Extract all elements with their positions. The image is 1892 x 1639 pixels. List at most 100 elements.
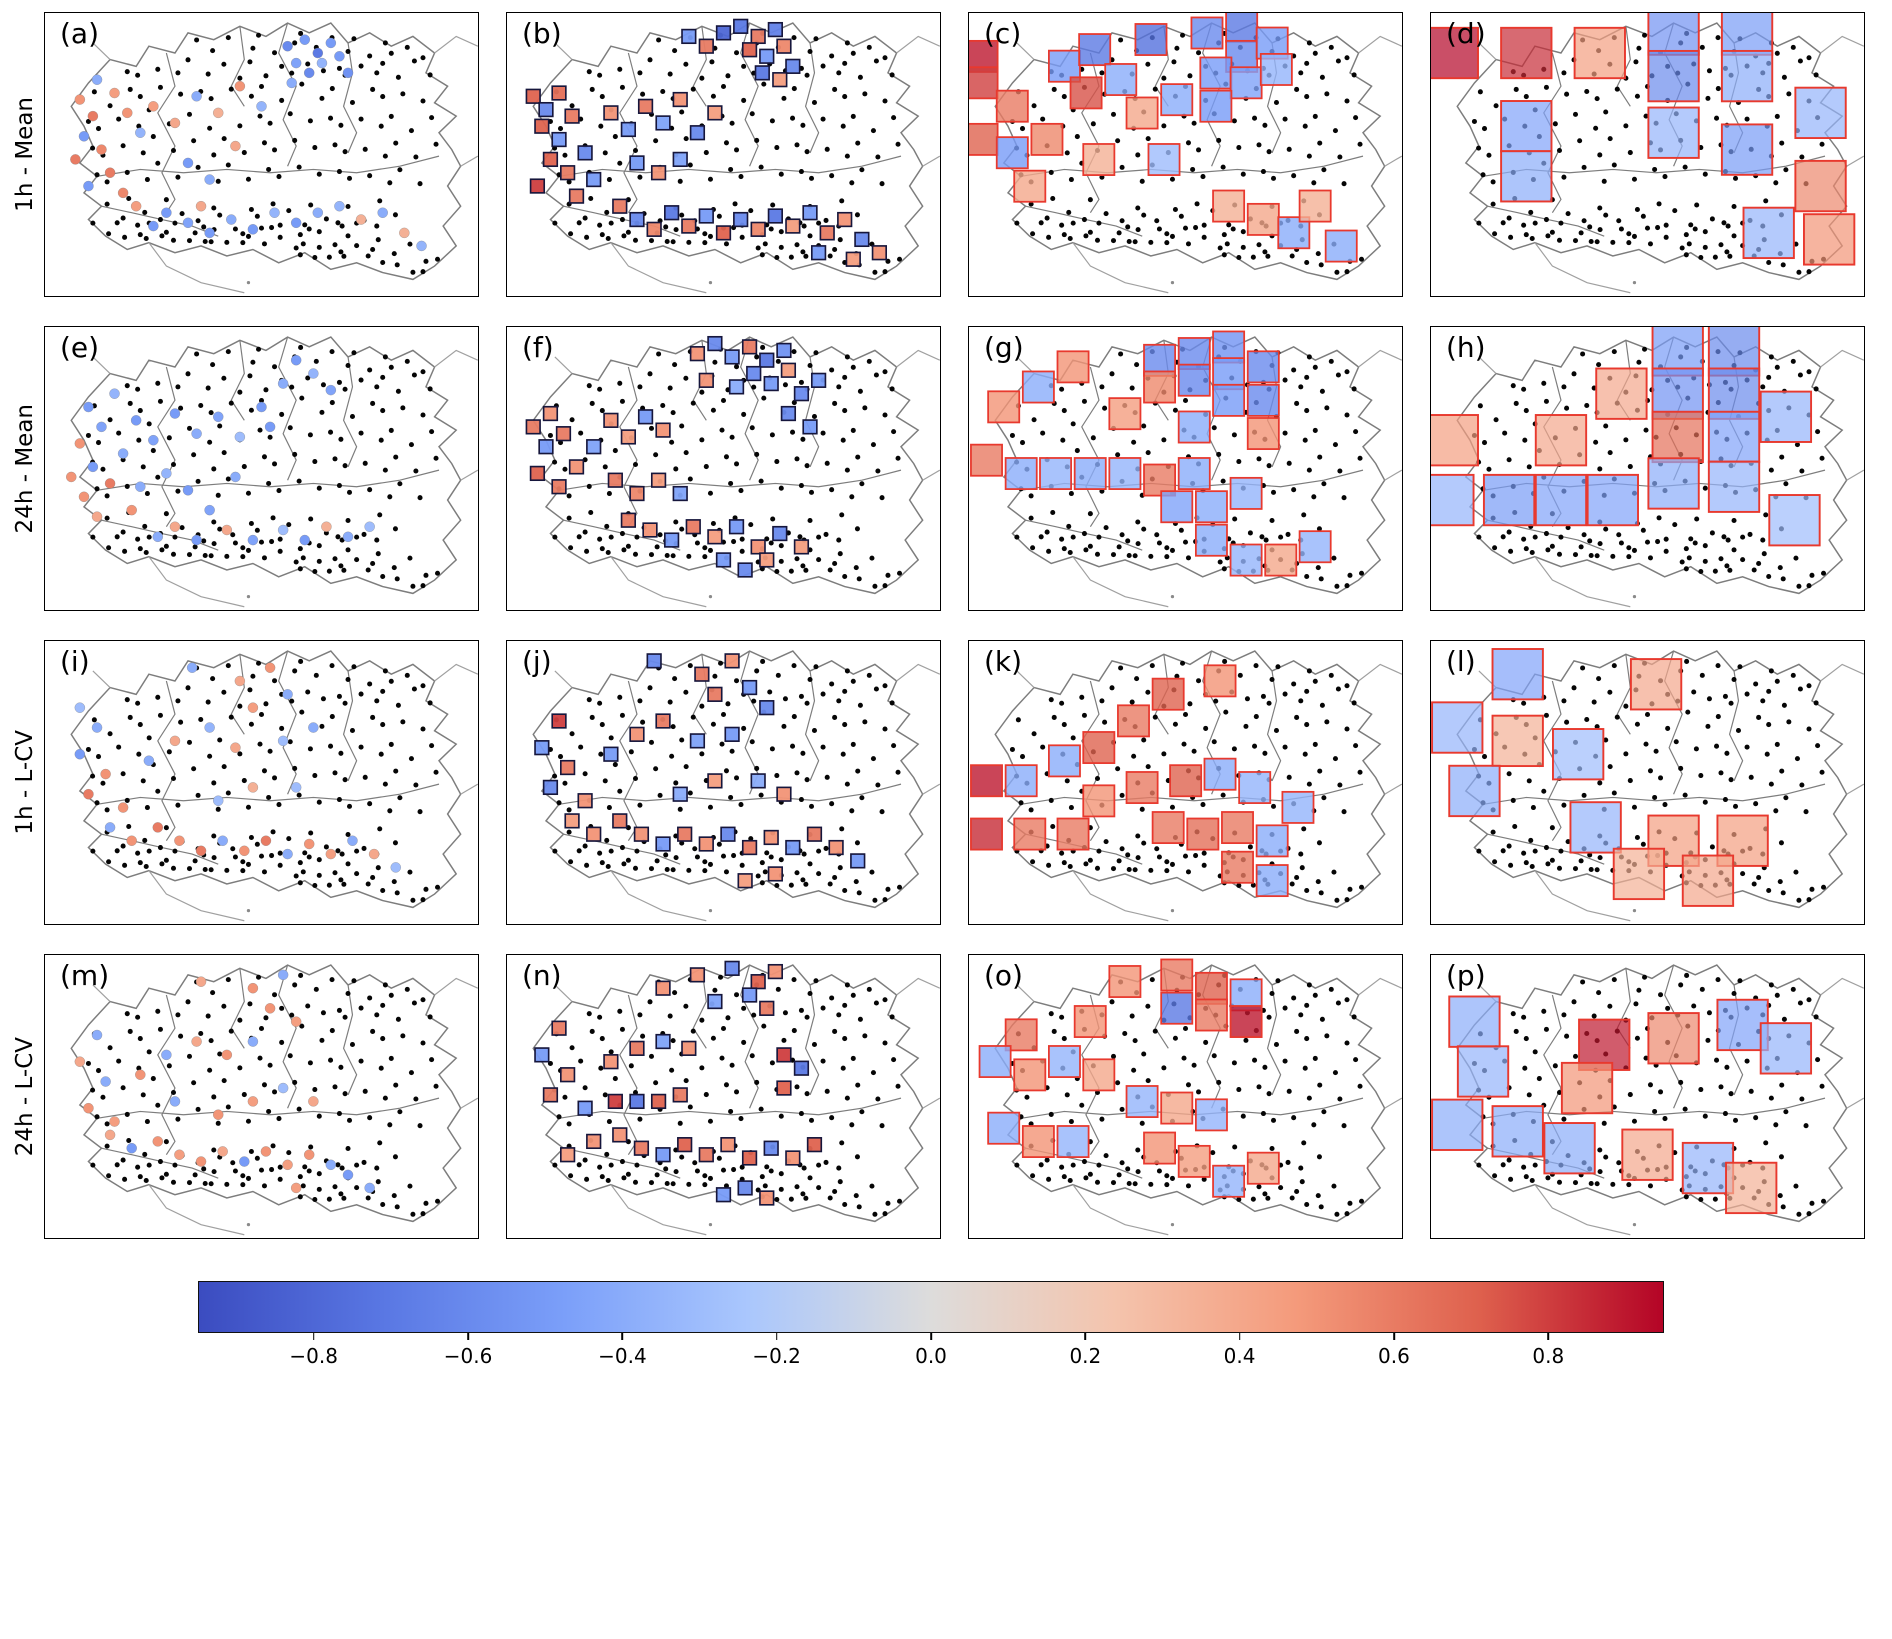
- colorbar-gradient: [198, 1281, 1664, 1333]
- map-p: [1431, 964, 1864, 1236]
- island-dot: [1632, 281, 1637, 285]
- figure-row-1h-mean: 1h - Mean (a) (b) (c) (d): [6, 12, 1892, 297]
- panel-d: (d): [1430, 12, 1865, 297]
- trend-markers: [525, 18, 888, 267]
- map-l: [1431, 648, 1864, 922]
- island-dot: [246, 909, 251, 913]
- trend-markers: [66, 355, 375, 546]
- colorbar-tick-label: 0.2: [1069, 1344, 1102, 1368]
- trend-markers: [74, 662, 401, 873]
- colorbar-tick-label: −0.4: [598, 1344, 647, 1368]
- station-dots: [85, 658, 441, 913]
- map-h: [1431, 327, 1864, 608]
- station-dots: [547, 972, 903, 1227]
- map-m: [70, 964, 478, 1236]
- panel-label: (i): [60, 645, 90, 678]
- map-outline: [70, 964, 478, 1236]
- colorbar-tick: [1547, 1333, 1550, 1340]
- map-o: [978, 958, 1402, 1236]
- panel-label: (p): [1446, 959, 1486, 992]
- panel-label: (f): [522, 331, 554, 364]
- panel-label: (n): [522, 959, 562, 992]
- panel-label: (b): [522, 17, 562, 50]
- panel-e: (e): [44, 326, 479, 611]
- panel-i: (i): [44, 640, 479, 925]
- colorbar-tick-label: 0.0: [915, 1344, 947, 1368]
- island-dot: [246, 595, 251, 599]
- panel-label: (m): [60, 959, 110, 992]
- map-a: [70, 22, 478, 294]
- panel-label: (k): [984, 645, 1023, 678]
- colorbar-tick-label: −0.8: [289, 1344, 338, 1368]
- trend-markers: [1431, 995, 1813, 1215]
- panel-label: (c): [984, 17, 1022, 50]
- colorbar-tick-label: 0.8: [1532, 1344, 1565, 1368]
- row-label-text: 1h - Mean: [12, 97, 38, 212]
- panel-label: (d): [1446, 17, 1486, 50]
- colorbar-ticks: −0.8 −0.6 −0.4 −0.2 0.0 0.2 0.4 0.6 0.8: [198, 1333, 1664, 1373]
- colorbar-tick-label: −0.6: [443, 1344, 493, 1368]
- row-label-24h-lcv: 24h - L-CV: [6, 954, 44, 1239]
- island-dot: [246, 1223, 251, 1227]
- map-outline: [532, 964, 940, 1236]
- colorbar-tick: [930, 1333, 932, 1340]
- colorbar-tick: [621, 1333, 624, 1340]
- trend-markers: [969, 13, 1358, 263]
- panel-h: (h): [1430, 326, 1865, 611]
- map-b: [525, 18, 940, 294]
- colorbar-tick: [467, 1333, 469, 1340]
- panel-a: (a): [44, 12, 479, 297]
- map-c: [969, 13, 1402, 294]
- island-dot: [708, 1223, 713, 1227]
- figure: 1h - Mean (a) (b) (c) (d) 24h - Mean (e)…: [6, 12, 1892, 1373]
- panel-l: (l): [1430, 640, 1865, 925]
- panel-label: (j): [522, 645, 552, 678]
- map-j: [532, 650, 940, 922]
- colorbar-tick: [775, 1333, 778, 1340]
- trend-markers: [534, 960, 823, 1206]
- panel-f: (f): [506, 326, 941, 611]
- map-k: [970, 650, 1402, 922]
- row-label-24h-mean: 24h - Mean: [6, 326, 44, 611]
- region-outline: [70, 650, 462, 909]
- trend-markers: [1431, 13, 1856, 266]
- map-outline: [70, 650, 478, 922]
- region-outline: [532, 964, 924, 1223]
- region-outline: [70, 336, 462, 595]
- figure-row-24h-mean: 24h - Mean (e) (f) (g) (h): [6, 326, 1892, 611]
- colorbar-tick: [1084, 1333, 1087, 1340]
- region-outline: [70, 964, 462, 1223]
- region-outline: [1456, 964, 1848, 1223]
- row-label-text: 24h - Mean: [12, 403, 38, 534]
- island-dot: [1170, 909, 1175, 913]
- panel-o: (o): [968, 954, 1403, 1239]
- colorbar: −0.8 −0.6 −0.4 −0.2 0.0 0.2 0.4 0.6 0.8: [198, 1281, 1664, 1373]
- row-label-text: 24h - L-CV: [12, 1036, 38, 1157]
- panel-g: (g): [968, 326, 1403, 611]
- trend-markers: [525, 335, 827, 578]
- map-i: [70, 650, 478, 922]
- island-dot: [1170, 595, 1175, 599]
- trend-markers: [970, 330, 1332, 577]
- island-dot: [1632, 1223, 1637, 1227]
- row-label-1h-mean: 1h - Mean: [6, 12, 44, 297]
- panel-m: (m): [44, 954, 479, 1239]
- colorbar-tick-label: −0.2: [752, 1344, 801, 1368]
- panel-label: (h): [1446, 331, 1486, 364]
- panel-j: (j): [506, 640, 941, 925]
- colorbar-tick-label: 0.4: [1223, 1344, 1256, 1368]
- colorbar-tick: [1393, 1333, 1395, 1340]
- island-dot: [708, 595, 713, 599]
- panel-k: (k): [968, 640, 1403, 925]
- station-dots: [85, 344, 441, 599]
- panel-b: (b): [506, 12, 941, 297]
- panel-label: (a): [60, 17, 100, 50]
- panel-p: (p): [1430, 954, 1865, 1239]
- panel-n: (n): [506, 954, 941, 1239]
- trend-markers: [1431, 327, 1821, 547]
- map-outline: [70, 336, 478, 608]
- figure-row-1h-lcv: 1h - L-CV (i) (j) (k) (l): [6, 640, 1892, 925]
- row-label-text: 1h - L-CV: [12, 730, 38, 835]
- map-n: [532, 960, 940, 1236]
- map-d: [1431, 13, 1864, 294]
